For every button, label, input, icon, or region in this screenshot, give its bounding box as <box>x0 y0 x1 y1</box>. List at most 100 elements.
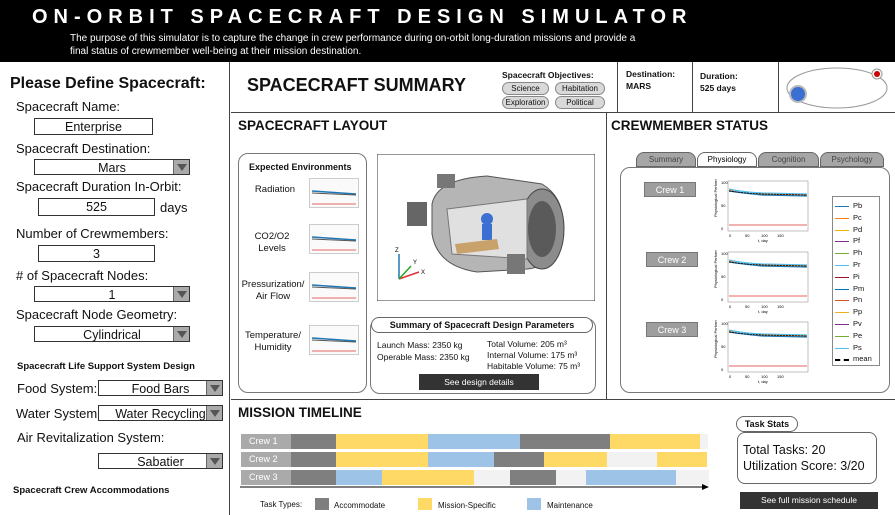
timeline-task-segment[interactable] <box>336 452 428 467</box>
crew-3-button[interactable]: Crew 3 <box>646 322 698 337</box>
objective-political[interactable]: Political <box>555 96 605 109</box>
air-select[interactable]: Sabatier <box>98 453 223 469</box>
plot-xtick: 150 <box>777 374 784 379</box>
series-line <box>728 188 808 195</box>
destination-label: Spacecraft Destination: <box>16 141 151 156</box>
tab-cognition[interactable]: Cognition <box>758 152 819 167</box>
temperature-mini-chart <box>309 325 359 355</box>
timeline-task-segment[interactable] <box>474 470 510 485</box>
water-select[interactable]: Water Recycling <box>98 405 223 421</box>
objective-science[interactable]: Science <box>502 82 549 95</box>
chevron-down-icon[interactable] <box>206 406 222 420</box>
timeline-task-segment[interactable] <box>607 452 657 467</box>
timeline-task-segment[interactable] <box>494 452 544 467</box>
total-tasks: Total Tasks: 20 <box>743 443 826 457</box>
timeline-task-segment[interactable] <box>291 434 336 449</box>
timeline-task-segment[interactable] <box>556 470 586 485</box>
geometry-select[interactable]: Cylindrical <box>34 326 190 342</box>
chevron-down-icon[interactable] <box>173 327 189 341</box>
launch-mass: Launch Mass: 2350 kg <box>377 340 463 350</box>
legend-label: Pm <box>853 283 865 293</box>
crew-2-button[interactable]: Crew 2 <box>646 252 698 267</box>
destination-select[interactable]: Mars <box>34 159 190 175</box>
timeline-task-segment[interactable] <box>382 470 474 485</box>
timeline-task-segment[interactable] <box>510 470 556 485</box>
legend-entry: Pn <box>835 295 879 305</box>
timeline-task-segment[interactable] <box>676 470 709 485</box>
summary-strip <box>231 62 895 113</box>
chevron-down-icon[interactable] <box>173 287 189 301</box>
spacecraft-name-input[interactable]: Enterprise <box>34 118 153 135</box>
plot-xtick: 0 <box>729 233 732 238</box>
legend-maintenance: Maintenance <box>547 501 593 510</box>
env-radiation-label: Radiation <box>254 184 296 195</box>
legend-accommodate: Accommodate <box>334 501 386 510</box>
crew-status-title: CREWMEMBER STATUS <box>611 118 768 133</box>
legend-line-swatch <box>835 312 849 314</box>
timeline-task-segment[interactable] <box>291 452 336 467</box>
summary-title: SPACECRAFT SUMMARY <box>247 75 466 95</box>
mini-chart-lines <box>311 236 357 251</box>
legend-entry: Ph <box>835 248 879 258</box>
plot-frame <box>727 321 809 373</box>
app-header: ON-ORBIT SPACECRAFT DESIGN SIMULATOR The… <box>0 0 895 62</box>
legend-entry: Pc <box>835 213 879 223</box>
objective-exploration[interactable]: Exploration <box>502 96 549 109</box>
crew-count-label: Number of Crewmembers: <box>16 226 169 241</box>
plot-xtick: 50 <box>745 233 750 238</box>
chevron-down-icon[interactable] <box>173 160 189 174</box>
design-details-button[interactable]: See design details <box>419 374 539 390</box>
series-line <box>728 259 808 266</box>
nodes-select[interactable]: 1 <box>34 286 190 302</box>
duration-input[interactable]: 525 <box>38 198 155 216</box>
operable-mass: Operable Mass: 2350 kg <box>377 352 470 362</box>
internal-volume: Internal Volume: 175 m³ <box>487 350 578 360</box>
timeline-task-segment[interactable] <box>657 452 707 467</box>
timeline-task-segment[interactable] <box>428 434 520 449</box>
legend-label: mean <box>853 354 872 364</box>
legend-label: Pv <box>853 319 862 328</box>
tab-physiology[interactable]: Physiology <box>697 152 757 167</box>
crew-count-input[interactable]: 3 <box>38 245 155 262</box>
legend-line-swatch <box>835 347 849 349</box>
legend-entry: Pv <box>835 319 879 329</box>
legend-line-swatch <box>835 324 849 325</box>
legend-line-swatch <box>835 359 849 362</box>
tab-summary[interactable]: Summary <box>636 152 696 167</box>
legend-line-swatch <box>835 335 849 337</box>
timeline-task-segment[interactable] <box>291 470 336 485</box>
timeline-task-segment[interactable] <box>586 470 676 485</box>
legend-line-swatch <box>835 206 849 207</box>
plot-ytick: 0 <box>721 226 724 231</box>
timeline-task-segment[interactable] <box>610 434 700 449</box>
timeline-task-segment[interactable] <box>336 434 428 449</box>
chevron-down-icon[interactable] <box>206 454 222 468</box>
legend-entry: Ps <box>835 343 879 353</box>
food-value: Food Bars <box>131 382 190 396</box>
timeline-task-segment[interactable] <box>520 434 610 449</box>
legend-entry: Pm <box>835 284 879 294</box>
full-schedule-button[interactable]: See full mission schedule <box>740 492 878 509</box>
legend-label: Pn <box>853 295 863 305</box>
tab-psychology[interactable]: Psychology <box>820 152 884 167</box>
legend-entry: Pi <box>835 272 879 282</box>
crew-1-button[interactable]: Crew 1 <box>644 182 696 197</box>
timeline-crew-label: Crew 1 <box>241 434 291 449</box>
plot-frame <box>727 251 809 303</box>
plot-xtick: 100 <box>761 304 768 309</box>
mean-line <box>728 190 808 196</box>
legend-swatch-maintenance <box>527 498 541 510</box>
mini-chart-lines <box>311 190 357 205</box>
food-select[interactable]: Food Bars <box>98 380 223 396</box>
timeline-task-segment[interactable] <box>336 470 382 485</box>
plot-xtick: 150 <box>777 304 784 309</box>
chevron-down-icon[interactable] <box>206 381 222 395</box>
timeline-task-segment[interactable] <box>700 434 708 449</box>
co2-mini-chart <box>309 224 359 254</box>
task-stats-title: Task Stats <box>736 416 798 432</box>
mini-chart-lines <box>311 284 357 299</box>
objective-habitation[interactable]: Habitation <box>555 82 605 95</box>
timeline-task-segment[interactable] <box>428 452 494 467</box>
timeline-task-segment[interactable] <box>544 452 607 467</box>
legend-swatch-mission <box>418 498 432 510</box>
